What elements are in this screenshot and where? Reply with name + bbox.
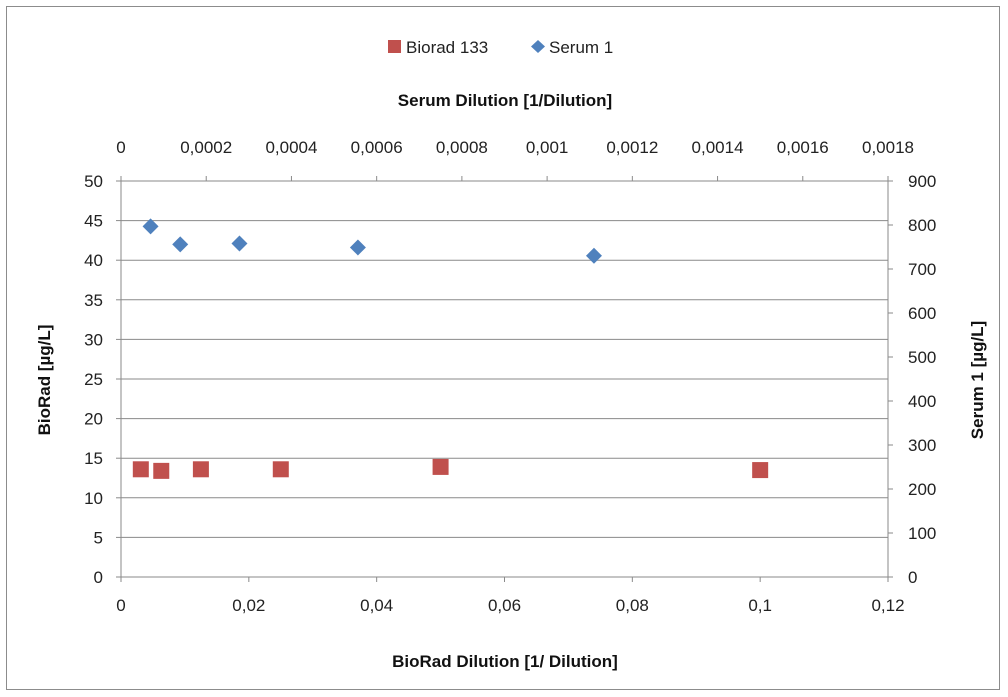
legend-marker-biorad-133 (388, 40, 401, 53)
right-tick-label-4: 400 (908, 392, 936, 411)
bottom-tick-label-0: 0 (116, 596, 125, 615)
top-tick-label-0: 0 (116, 138, 125, 157)
left-axis-title: BioRad [µg/L] (35, 325, 54, 436)
left-tick-label-4: 20 (84, 410, 103, 429)
right-tick-label-5: 500 (908, 348, 936, 367)
bottom-axis-title: BioRad Dilution [1/ Dilution] (392, 652, 618, 671)
left-tick-label-3: 15 (84, 449, 103, 468)
top-tick-label-4: 0,0008 (436, 138, 488, 157)
top-tick-label-9: 0,0018 (862, 138, 914, 157)
point-biorad-133-3 (272, 461, 289, 478)
axes (116, 176, 893, 582)
right-tick-label-9: 900 (908, 172, 936, 191)
left-tick-label-6: 30 (84, 330, 103, 349)
bottom-tick-label-1: 0,02 (232, 596, 265, 615)
left-tick-label-1: 5 (94, 528, 103, 547)
point-serum-1-2 (231, 235, 248, 252)
point-biorad-133-2 (192, 461, 209, 478)
top-tick-label-8: 0,0016 (777, 138, 829, 157)
left-tick-label-8: 40 (84, 251, 103, 270)
bottom-tick-label-2: 0,04 (360, 596, 393, 615)
data-points (132, 218, 769, 479)
point-biorad-133-5 (752, 462, 769, 479)
top-tick-label-3: 0,0006 (351, 138, 403, 157)
right-tick-label-1: 100 (908, 524, 936, 543)
left-tick-label-9: 45 (84, 212, 103, 231)
point-biorad-133-0 (132, 461, 149, 478)
top-tick-label-2: 0,0004 (265, 138, 317, 157)
right-tick-label-7: 700 (908, 260, 936, 279)
point-biorad-133-4 (432, 458, 449, 475)
point-serum-1-4 (585, 247, 602, 264)
point-biorad-133-1 (153, 462, 170, 479)
legend-marker-serum-1 (531, 40, 545, 53)
legend-label-serum-1: Serum 1 (549, 38, 613, 57)
bottom-tick-label-6: 0,12 (871, 596, 904, 615)
legend: Biorad 133 Serum 1 (388, 38, 613, 57)
bottom-tick-label-3: 0,06 (488, 596, 521, 615)
bottom-tick-label-5: 0,1 (748, 596, 772, 615)
top-tick-label-7: 0,0014 (692, 138, 744, 157)
grid-lines (121, 180, 888, 538)
left-tick-label-10: 50 (84, 172, 103, 191)
top-axis-title: Serum Dilution [1/Dilution] (398, 91, 612, 110)
top-tick-label-5: 0,001 (526, 138, 569, 157)
top-tick-label-6: 0,0012 (606, 138, 658, 157)
right-tick-label-2: 200 (908, 480, 936, 499)
point-serum-1-3 (349, 239, 366, 256)
chart-frame (6, 6, 1000, 690)
left-tick-label-0: 0 (94, 568, 103, 587)
left-tick-label-5: 25 (84, 370, 103, 389)
right-tick-label-6: 600 (908, 304, 936, 323)
left-tick-label-7: 35 (84, 291, 103, 310)
bottom-tick-label-4: 0,08 (616, 596, 649, 615)
point-serum-1-1 (172, 236, 189, 253)
right-axis-title: Serum 1 [µg/L] (968, 321, 987, 439)
tick-labels: 0 0,02 0,04 0,06 0,08 0,1 0,120 0,0002 0,0004 0,0… (84, 138, 936, 615)
top-tick-label-1: 0,0002 (180, 138, 232, 157)
right-tick-label-3: 300 (908, 436, 936, 455)
right-tick-label-8: 800 (908, 216, 936, 235)
legend-label-biorad-133: Biorad 133 (406, 38, 488, 57)
point-serum-1-0 (142, 218, 159, 235)
right-tick-label-0: 0 (908, 568, 917, 587)
left-tick-label-2: 10 (84, 489, 103, 508)
